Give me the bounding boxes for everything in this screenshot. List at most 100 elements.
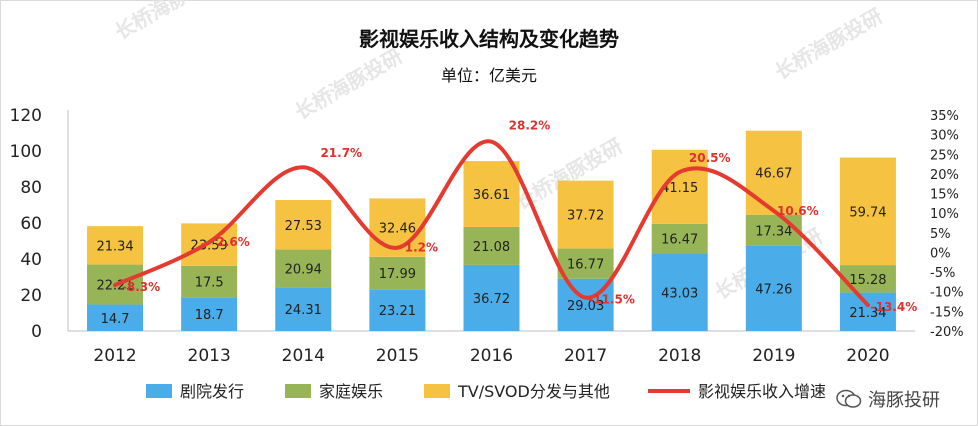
bar-value-label: 17.99 [379, 267, 416, 282]
bar-value-label: 14.7 [101, 312, 130, 327]
chart-subtitle: 单位：亿美元 [441, 66, 537, 85]
y2-axis-tick: 5% [930, 227, 951, 242]
y2-axis-tick: 0% [930, 246, 951, 261]
x-axis-tick: 2017 [564, 346, 607, 366]
bar-value-label: 46.67 [755, 167, 792, 182]
legend-swatch [285, 384, 311, 398]
bar-segment [651, 253, 708, 331]
y2-axis-tick: 15% [930, 188, 959, 203]
x-axis-tick: 2019 [752, 346, 795, 366]
bar-value-label: 18.7 [195, 308, 224, 323]
growth-rate-label: -8.3% [122, 280, 160, 294]
y2-axis-tick: -5% [930, 266, 955, 281]
bar-value-label: 20.94 [285, 262, 322, 277]
bar-segment [463, 264, 520, 331]
y-axis-tick: 60 [20, 214, 42, 234]
y-axis-tick: 120 [10, 106, 42, 126]
bar-segment [463, 161, 520, 227]
bar-value-label: 17.5 [195, 276, 224, 291]
bar-segment [557, 180, 614, 249]
bar-segment [839, 157, 896, 266]
growth-rate-label: 28.2% [509, 119, 551, 133]
bar-segment [839, 292, 896, 331]
x-axis-tick: 2013 [188, 346, 231, 366]
x-axis-tick: 2018 [658, 346, 701, 366]
bar-value-label: 21.34 [849, 306, 886, 321]
watermark-text: 长桥海豚投研 [771, 4, 887, 85]
growth-rate-label: -13.4% [871, 300, 918, 314]
bar-value-label: 21.34 [96, 239, 133, 254]
bar-value-label: 17.34 [755, 224, 792, 239]
bar-segment [87, 304, 144, 331]
y-axis-tick: 0 [31, 322, 42, 342]
bar-value-label: 27.53 [285, 219, 322, 234]
growth-rate-label: 20.5% [689, 151, 731, 165]
bar-segment [275, 287, 332, 331]
bar-value-label: 29.03 [567, 299, 604, 314]
growth-rate-label: -11.5% [588, 293, 635, 307]
bar-segment [275, 199, 332, 250]
chart-title: 影视娱乐收入结构及变化趋势 [359, 27, 619, 51]
legend-label: TV/SVOD分发与其他 [457, 382, 610, 401]
bar-value-label: 16.47 [661, 233, 698, 248]
bar-segment [181, 297, 238, 331]
y-axis-tick: 20 [20, 286, 42, 306]
bar-value-label: 36.72 [473, 292, 510, 307]
bar-segment [181, 223, 238, 266]
y2-axis-tick: 10% [930, 207, 959, 222]
bar-value-label: 16.77 [567, 258, 604, 273]
bar-segment [651, 149, 708, 224]
legend-label: 剧院发行 [180, 382, 244, 401]
bar-value-label: 24.31 [285, 303, 322, 318]
bar-value-label: 15.28 [849, 273, 886, 288]
y-axis-tick: 100 [10, 142, 42, 162]
y2-axis-tick: -15% [930, 305, 964, 320]
bar-value-label: 43.03 [661, 286, 698, 301]
x-axis-tick: 2015 [376, 346, 419, 366]
bar-segment [745, 214, 802, 246]
legend-label: 影视娱乐收入增速 [698, 382, 826, 401]
growth-rate-label: 21.7% [320, 146, 362, 160]
legend-label: 家庭娱乐 [319, 382, 383, 401]
watermark-text: 长桥海豚投研 [111, 0, 227, 44]
bar-segment [181, 265, 238, 298]
bar-value-label: 21.08 [473, 240, 510, 255]
growth-rate-label: 10.6% [777, 204, 819, 218]
bar-segment [275, 249, 332, 288]
bar-segment [369, 256, 426, 290]
y2-axis-tick: 30% [930, 129, 959, 144]
x-axis-tick: 2016 [470, 346, 513, 366]
bar-segment [369, 289, 426, 331]
bar-segment [745, 130, 802, 215]
legend-swatch [424, 384, 450, 398]
bar-segment [651, 223, 708, 254]
y2-axis-tick: 35% [930, 109, 959, 124]
growth-rate-label: 2.6% [217, 235, 250, 249]
wechat-icon [836, 389, 862, 408]
bar-value-label: 32.46 [379, 222, 416, 237]
y2-axis-tick: -20% [930, 325, 964, 340]
brand-label: 海豚投研 [868, 390, 940, 411]
bar-segment [557, 248, 614, 279]
bar-value-label: 41.15 [661, 181, 698, 196]
bar-segment [745, 245, 802, 331]
y-axis-tick: 80 [20, 178, 42, 198]
x-axis-tick: 2014 [282, 346, 325, 366]
bar-segment [839, 265, 896, 293]
x-axis-tick: 2012 [93, 346, 136, 366]
bar-value-label: 36.61 [473, 188, 510, 203]
y2-axis-tick: 25% [930, 148, 959, 163]
bar-value-label: 23.21 [379, 304, 416, 319]
legend-swatch [146, 384, 172, 398]
growth-rate-line [113, 139, 870, 308]
bar-value-label: 37.72 [567, 209, 604, 224]
y2-axis-tick: -10% [930, 286, 964, 301]
bar-value-label: 47.26 [755, 282, 792, 297]
y2-axis-tick: 20% [930, 168, 959, 183]
brand-badge: 海豚投研 [836, 386, 940, 412]
growth-rate-label: 1.2% [405, 241, 438, 255]
bar-segment [87, 226, 144, 265]
bar-segment [463, 226, 520, 265]
watermark-text: 长桥海豚投研 [291, 44, 407, 125]
